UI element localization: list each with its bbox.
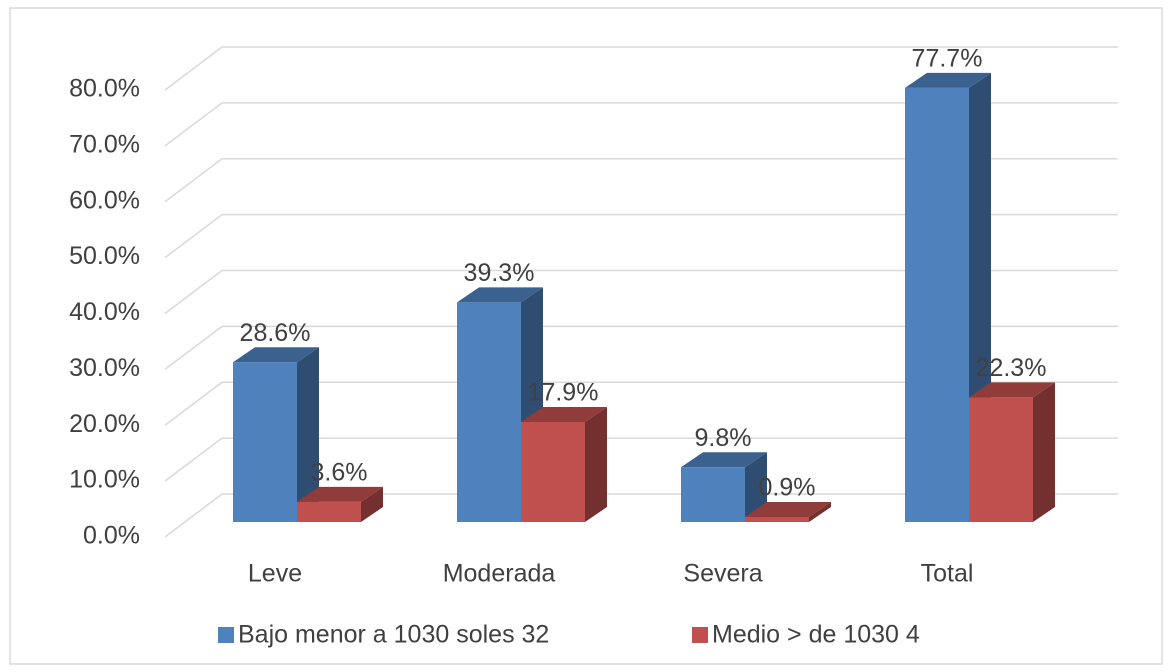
y-tick-label: 70.0% (69, 130, 140, 158)
bar-side (809, 501, 831, 522)
data-label: 3.6% (311, 458, 368, 486)
bar-side (297, 347, 319, 522)
grid-line (164, 493, 223, 538)
y-tick-label: 80.0% (69, 75, 140, 103)
data-label: 0.9% (759, 474, 816, 502)
y-tick-label: 20.0% (69, 410, 140, 438)
grid-line (164, 102, 223, 147)
data-label: 9.8% (695, 424, 752, 452)
grid-line (164, 381, 223, 426)
bar-top (905, 72, 991, 88)
bar-top (297, 486, 383, 502)
grid-line (164, 214, 223, 259)
bar (521, 421, 585, 522)
y-tick-label: 50.0% (69, 242, 140, 270)
grid-line (164, 325, 223, 370)
bar (969, 397, 1033, 522)
bar-top (521, 406, 607, 422)
bar (233, 362, 297, 522)
y-tick-label: 40.0% (69, 298, 140, 326)
bar-top (457, 287, 543, 303)
bar (745, 516, 809, 522)
data-label: 22.3% (976, 354, 1047, 382)
bar (297, 501, 361, 522)
x-tick-label: Leve (248, 560, 302, 588)
bar (905, 87, 969, 522)
y-tick-label: 10.0% (69, 466, 140, 494)
bar-side (585, 406, 607, 522)
bar-top (969, 382, 1055, 398)
y-tick-label: 60.0% (69, 186, 140, 214)
legend-label: Medio > de 1030 4 (712, 621, 920, 649)
bar (457, 302, 521, 522)
bar-top (233, 347, 319, 363)
bar-top (681, 452, 767, 468)
legend-label: Bajo menor a 1030 soles 32 (238, 621, 549, 649)
grid-line (164, 46, 223, 91)
y-tick-label: 0.0% (83, 522, 140, 550)
data-label: 39.3% (464, 259, 535, 287)
data-label: 17.9% (528, 379, 599, 407)
bar-side (745, 452, 767, 522)
x-tick-label: Severa (683, 560, 762, 588)
y-tick-label: 30.0% (69, 354, 140, 382)
bar-top (745, 501, 831, 517)
bar (681, 467, 745, 522)
x-tick-label: Moderada (443, 560, 556, 588)
grid-line (164, 437, 223, 482)
bar-side (1033, 382, 1055, 522)
legend-swatch (692, 627, 708, 643)
data-label: 28.6% (240, 319, 311, 347)
grid-line (164, 269, 223, 315)
bar-side (361, 486, 383, 522)
grid-line (164, 158, 223, 203)
x-tick-label: Total (921, 560, 974, 588)
legend-swatch (218, 627, 234, 643)
data-label: 77.7% (912, 44, 983, 72)
